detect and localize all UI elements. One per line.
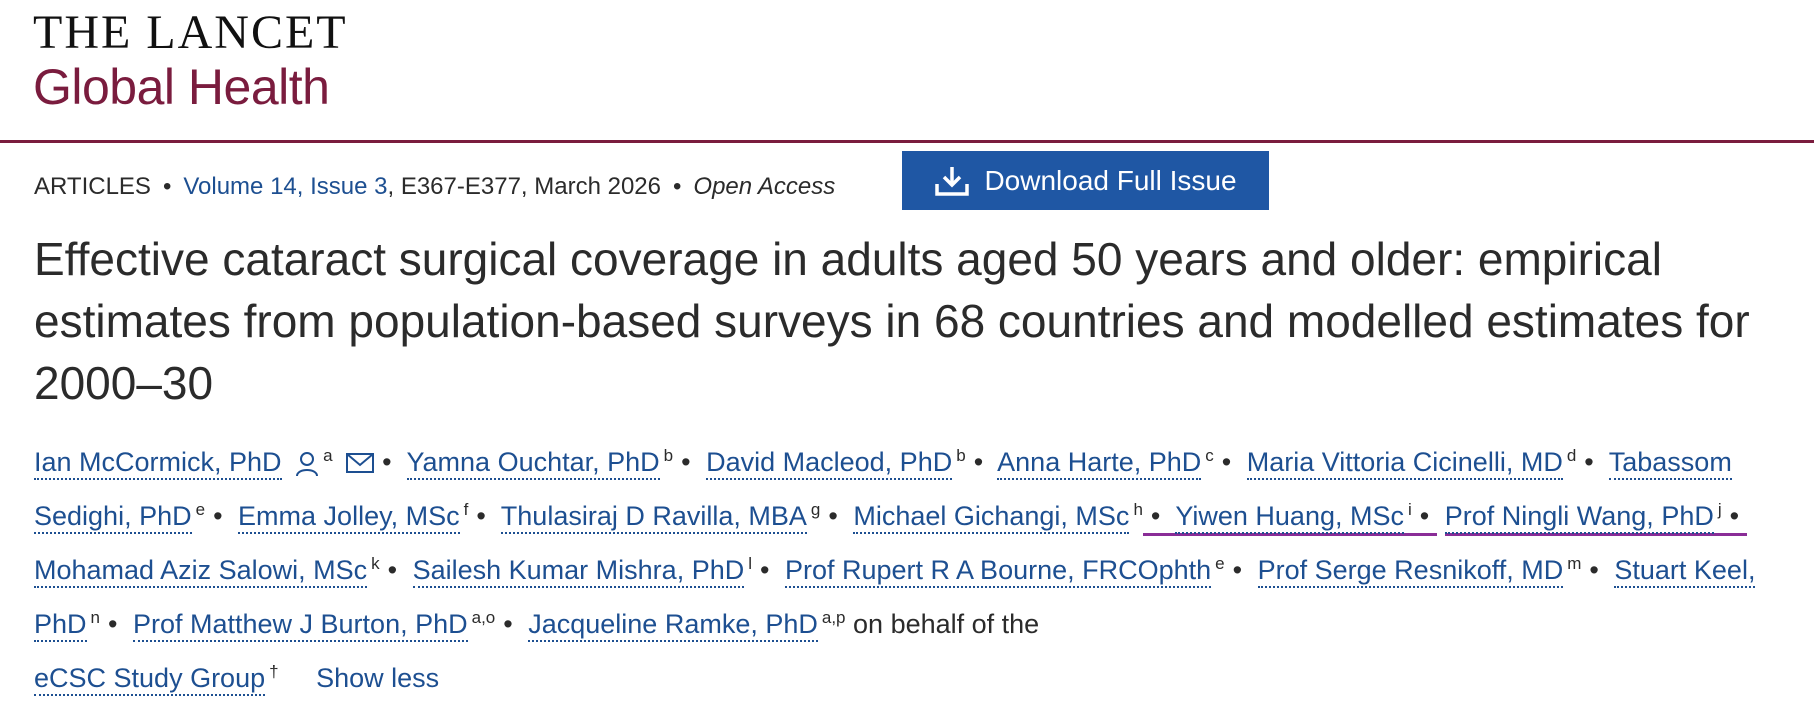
author-link[interactable]: Stuart Keel, PhD [34, 555, 1756, 642]
affiliation-sup: e [195, 500, 206, 519]
author-link[interactable]: Anna Harte, PhD [997, 447, 1202, 480]
affiliation-sup: b [663, 446, 674, 465]
affiliation-sup: g [810, 500, 821, 519]
author-link-highlighted[interactable]: Prof Ningli Wang, PhD [1444, 501, 1714, 534]
author-link[interactable]: David Macleod, PhD [706, 447, 953, 480]
affiliation-sup: m [1567, 554, 1582, 573]
author-link[interactable]: Mohamad Aziz Salowi, MSc [34, 555, 368, 588]
article-meta: ARTICLES • Volume 14, Issue 3 , E367-E37… [34, 164, 835, 210]
separator: • [1729, 501, 1740, 531]
meta-separator: • [673, 173, 682, 200]
brand-line-2: Global Health [33, 59, 330, 115]
separator: • [382, 447, 392, 477]
download-label: Download Full Issue [984, 164, 1237, 196]
separator: • [1589, 555, 1599, 585]
author-link[interactable]: Thulasiraj D Ravilla, MBA [500, 501, 807, 534]
affiliation-sup: a [323, 446, 333, 465]
article-title: Effective cataract surgical coverage in … [34, 233, 1750, 409]
affiliation-sup: j [1717, 500, 1722, 519]
study-group-link[interactable]: eCSC Study Group [34, 663, 266, 696]
separator: • [476, 501, 486, 531]
email-icon[interactable] [346, 452, 375, 475]
open-access-label: Open Access [693, 173, 836, 200]
affiliation-sup: e [1215, 554, 1225, 573]
author-link[interactable]: Maria Vittoria Cicinelli, MD [1246, 447, 1563, 480]
meta-separator: • [162, 173, 172, 200]
volume-issue-link[interactable]: Volume 14, Issue 3 [183, 173, 388, 200]
author-link[interactable]: Prof Serge Resnikoff, MD [1257, 555, 1564, 588]
affiliation-sup: b [956, 446, 966, 465]
pages-date: , E367-E377, March 2026 [387, 173, 661, 200]
affiliation-sup: a,p [821, 608, 846, 627]
affiliation-sup: c [1205, 446, 1214, 465]
separator: • [108, 609, 118, 639]
affiliation-sup: a,o [471, 608, 496, 627]
affiliation-sup: k [371, 554, 380, 573]
separator: • [503, 609, 513, 639]
affiliation-sup: l [748, 554, 752, 573]
affiliation-sup: d [1566, 446, 1577, 465]
affiliation-sup: f [463, 500, 469, 519]
separator: • [681, 447, 691, 477]
article-type: ARTICLES [34, 173, 151, 200]
separator: • [1232, 555, 1243, 585]
on-behalf-text: on behalf of the [853, 609, 1040, 639]
person-icon[interactable] [295, 451, 319, 477]
author-list: Ian McCormick, PhD a • Yamna Ouchtar, Ph… [34, 432, 1794, 702]
show-less-toggle[interactable]: Show less [316, 663, 440, 693]
separator: • [1584, 447, 1594, 477]
author-link[interactable]: Prof Matthew J Burton, PhD [132, 609, 468, 642]
author-link[interactable]: Michael Gichangi, MSc [853, 501, 1130, 534]
author-link-highlighted[interactable]: Yiwen Huang, MSc [1175, 501, 1404, 534]
author-link[interactable]: Sailesh Kumar Mishra, PhD [412, 555, 745, 588]
separator: • [760, 555, 770, 585]
author-link[interactable]: Yamna Ouchtar, PhD [406, 447, 660, 480]
affiliation-sup: n [90, 608, 100, 627]
affiliation-sup: i [1407, 500, 1412, 519]
header-divider [0, 140, 1814, 143]
separator: • [1419, 501, 1430, 531]
author-link[interactable]: Prof Rupert R A Bourne, FRCOphth [784, 555, 1212, 588]
author-link[interactable]: Jacqueline Ramke, PhD [528, 609, 818, 642]
download-icon [935, 166, 970, 196]
download-full-issue-button[interactable]: Download Full Issue [902, 151, 1269, 210]
author-link[interactable]: Tabassom Sedighi, PhD [34, 447, 1732, 534]
separator: • [1150, 501, 1161, 531]
author-link[interactable]: Ian McCormick, PhD [34, 447, 282, 480]
affiliation-sup: h [1133, 500, 1143, 519]
brand-line-1: THE LANCET [33, 6, 348, 59]
separator: • [1221, 447, 1232, 477]
separator: • [973, 447, 984, 477]
group-footnote-sup: † [269, 662, 279, 681]
separator: • [213, 501, 223, 531]
author-link[interactable]: Emma Jolley, MSc [238, 501, 460, 534]
journal-brand[interactable]: THE LANCET Global Health [33, 8, 348, 116]
separator: • [387, 555, 398, 585]
separator: • [828, 501, 838, 531]
